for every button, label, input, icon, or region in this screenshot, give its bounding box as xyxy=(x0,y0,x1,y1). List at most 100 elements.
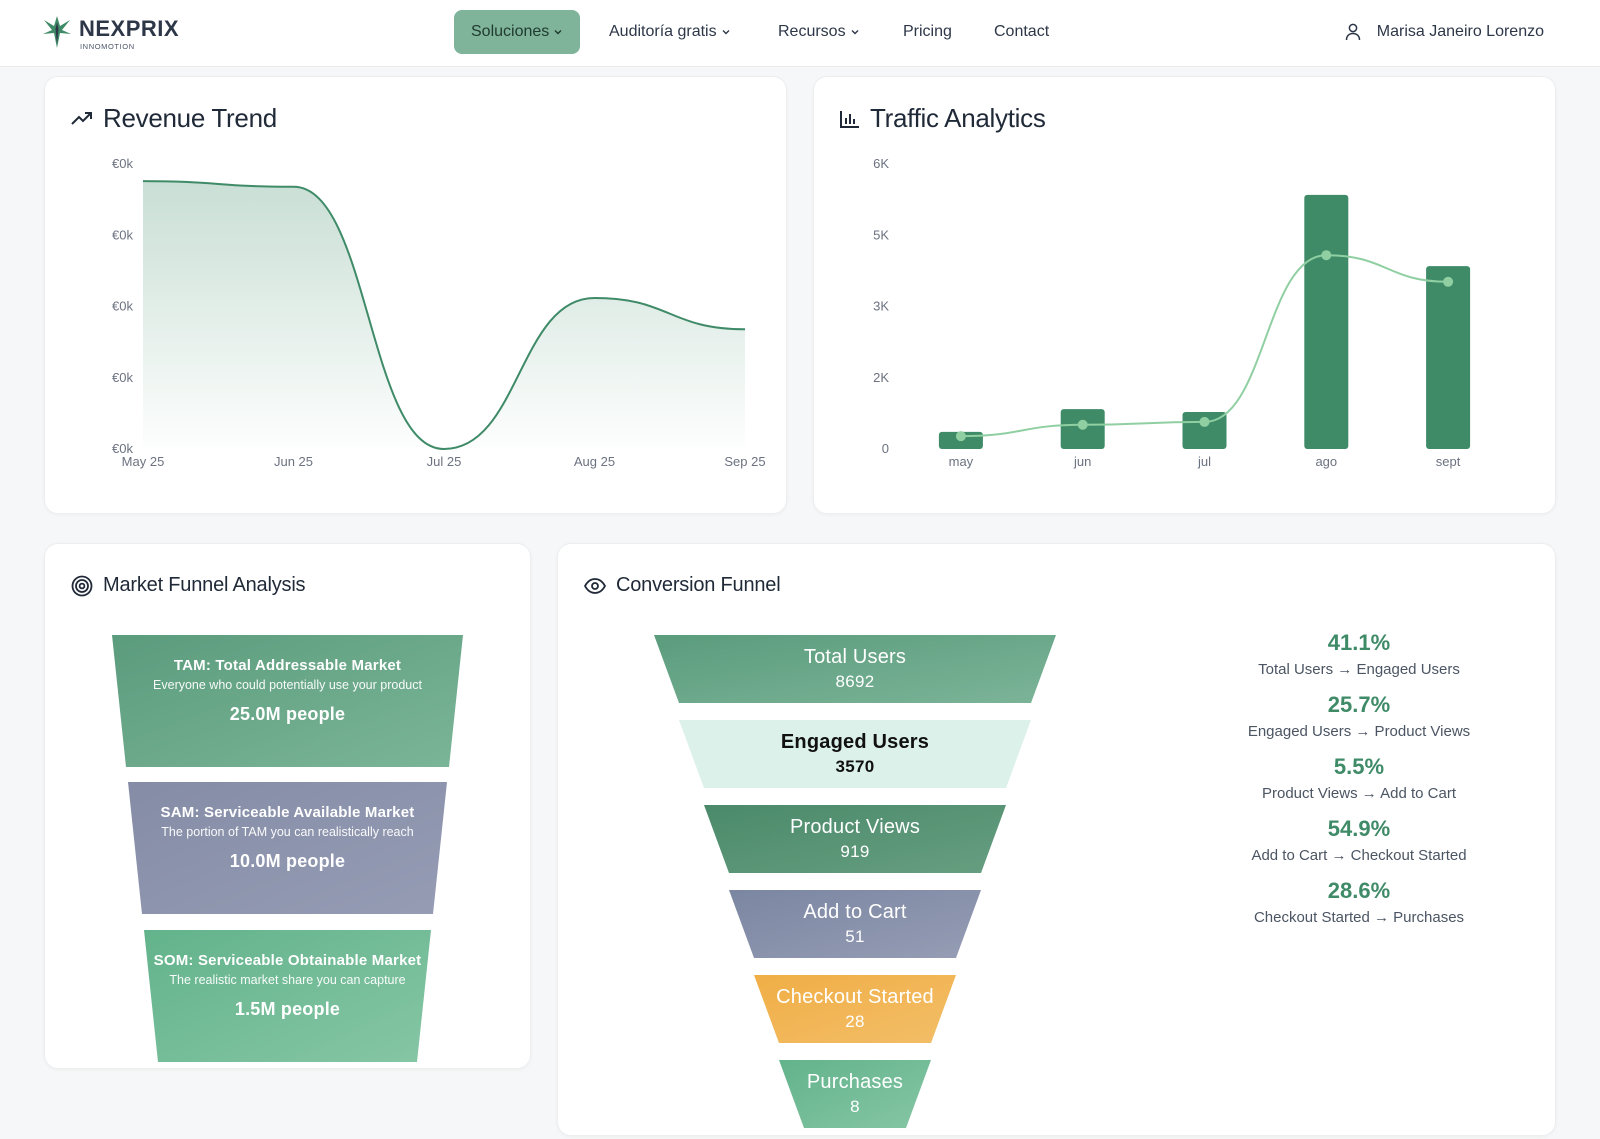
conversion-rate-desc: Engaged Users → Product Views xyxy=(1247,723,1471,740)
chevron-down-icon xyxy=(851,29,859,35)
funnel-stage-purchases: Purchases 8 xyxy=(779,1060,931,1128)
conversion-rate-desc: Checkout Started → Purchases xyxy=(1253,909,1465,926)
conversion-rate-item: 5.5% Product Views → Add to Cart xyxy=(1219,754,1499,802)
nav-item-pricing[interactable]: Pricing xyxy=(886,10,969,54)
funnel-stage-value: 51 xyxy=(845,927,865,946)
revenue-area xyxy=(143,181,745,449)
funnel-stage-label: Add to Cart xyxy=(803,901,907,923)
market-stage-desc: The portion of TAM you can realistically… xyxy=(161,825,414,839)
market-stage-som: SOM: Serviceable Obtainable Market The r… xyxy=(144,930,431,1062)
nav-item-label: Recursos xyxy=(778,23,846,40)
revenue-trend-card: Revenue Trend €0k €0k €0k €0k €0k May 25 Jun … xyxy=(44,76,787,514)
nav-item-auditoria[interactable]: Auditoría gratis xyxy=(592,10,748,54)
funnel-stage-shape xyxy=(779,1060,931,1128)
revenue-x-tick-label: Sep 25 xyxy=(724,454,765,469)
revenue-y-tick-label: €0k xyxy=(112,227,133,242)
conversion-rate-item: 28.6% Checkout Started → Purchases xyxy=(1219,878,1499,926)
traffic-y-tick-label: 2K xyxy=(873,370,889,385)
market-stage-title: SOM: Serviceable Obtainable Market xyxy=(153,952,422,969)
market-stage-tam: TAM: Total Addressable Market Everyone w… xyxy=(112,635,463,767)
logo-mark-icon xyxy=(43,16,71,48)
market-stage-value: 10.0M people xyxy=(229,851,346,871)
funnel-stage-value: 8 xyxy=(850,1097,860,1116)
market-stage-shape xyxy=(112,635,463,767)
conversion-rate-item: 25.7% Engaged Users → Product Views xyxy=(1219,692,1499,740)
conversion-rate-pct: 54.9% xyxy=(1327,816,1391,841)
revenue-chart: €0k €0k €0k €0k €0k May 25 Jun 25 Jul 25 Aug 25… xyxy=(112,156,766,469)
market-stage-desc: The realistic market share you can captu… xyxy=(169,973,406,987)
market-stage-value: 25.0M people xyxy=(229,704,346,724)
nav-item-label: Pricing xyxy=(903,23,952,40)
revenue-card-header: Revenue Trend xyxy=(71,103,277,134)
market-stage-title: SAM: Serviceable Available Market xyxy=(160,804,415,821)
nav-item-label: Auditoría gratis xyxy=(609,23,717,40)
top-navbar: NEXPRIX INNOMOTION Soluciones Auditoría … xyxy=(0,0,1600,67)
brand-name: NEXPRIX xyxy=(79,16,180,41)
funnel-stage-shape xyxy=(729,890,981,958)
user-icon xyxy=(1345,23,1361,40)
conversion-rate-desc: Add to Cart → Checkout Started xyxy=(1251,847,1467,864)
traffic-x-tick-label: may xyxy=(949,454,974,469)
trending-up-icon xyxy=(71,111,92,125)
funnel-stage-shape xyxy=(754,975,956,1043)
traffic-x-tick-label: ago xyxy=(1315,454,1337,469)
traffic-chart: 0 2K 3K 5K 6K may jun jul ago sept xyxy=(873,156,1471,469)
nav-item-label: Contact xyxy=(994,23,1050,40)
nav-item-contact[interactable]: Contact xyxy=(977,10,1066,54)
funnel-stage-add-to-cart: Add to Cart 51 xyxy=(729,890,981,958)
funnel-stage-value: 8692 xyxy=(835,672,875,691)
conversion-funnel-title: Conversion Funnel xyxy=(616,574,781,596)
traffic-trend-line xyxy=(960,254,1449,438)
traffic-y-tick-label: 5K xyxy=(873,227,889,242)
brand-subtitle: INNOMOTION xyxy=(80,42,135,51)
revenue-y-tick-label: €0k xyxy=(112,156,133,171)
traffic-line-point xyxy=(1077,419,1088,430)
traffic-line-point xyxy=(1321,250,1332,261)
market-stage-desc: Everyone who could potentially use your … xyxy=(153,678,422,692)
funnel-stage-total-users: Total Users 8692 xyxy=(654,635,1056,703)
funnel-stage-value: 919 xyxy=(840,842,870,861)
funnel-stage-label: Checkout Started xyxy=(776,986,934,1008)
funnel-stage-value: 3570 xyxy=(835,757,875,776)
funnel-stage-label: Purchases xyxy=(806,1071,904,1093)
funnel-stage-product-views: Product Views 919 xyxy=(704,805,1006,873)
traffic-line-point xyxy=(955,431,966,442)
conversion-rate-item: 54.9% Add to Cart → Checkout Started xyxy=(1219,816,1499,864)
funnel-stage-checkout-started: Checkout Started 28 xyxy=(754,975,956,1043)
traffic-x-tick-label: jun xyxy=(1073,454,1091,469)
traffic-line-point xyxy=(1199,416,1210,427)
nav-item-soluciones[interactable]: Soluciones xyxy=(454,10,581,54)
user-menu[interactable]: Marisa Janeiro Lorenzo xyxy=(1345,10,1544,54)
conversion-rate-desc: Total Users → Engaged Users xyxy=(1258,661,1460,678)
revenue-x-tick-label: Jul 25 xyxy=(427,454,462,469)
chevron-down-icon xyxy=(722,29,730,35)
traffic-y-tick-label: 3K xyxy=(873,299,889,314)
conversion-rate-pct: 5.5% xyxy=(1333,754,1385,779)
market-funnel-title: Market Funnel Analysis xyxy=(103,574,306,596)
conversion-funnel-header: Conversion Funnel xyxy=(584,574,781,597)
traffic-bar xyxy=(1304,194,1349,449)
traffic-analytics-card: Traffic Analytics 0 2K 3K 5K 6K may jun jul ago… xyxy=(813,76,1556,514)
funnel-stage-label: Total Users xyxy=(803,646,907,668)
traffic-card-title: Traffic Analytics xyxy=(870,103,1046,133)
revenue-x-tick-label: Aug 25 xyxy=(574,454,615,469)
funnel-stage-label: Engaged Users xyxy=(780,731,930,753)
market-funnel-card: Market Funnel Analysis TAM: Total Addres… xyxy=(44,543,531,1069)
market-stage-sam: SAM: Serviceable Available Market The po… xyxy=(128,782,447,914)
traffic-y-tick-label: 0 xyxy=(882,441,889,456)
revenue-y-tick-label: €0k xyxy=(112,299,133,314)
brand-logo[interactable]: NEXPRIX INNOMOTION xyxy=(42,12,212,54)
traffic-card-header: Traffic Analytics xyxy=(840,103,1046,134)
eye-icon xyxy=(584,577,606,594)
nav-item-recursos[interactable]: Recursos xyxy=(761,10,877,54)
revenue-x-tick-label: May 25 xyxy=(122,454,165,469)
revenue-line xyxy=(142,180,746,451)
revenue-y-tick-label: €0k xyxy=(112,370,133,385)
traffic-x-tick-label: sept xyxy=(1436,454,1461,469)
funnel-stage-shape xyxy=(704,805,1006,873)
funnel-stage-shape xyxy=(679,720,1031,788)
revenue-card-title: Revenue Trend xyxy=(103,103,277,133)
revenue-x-tick-label: Jun 25 xyxy=(274,454,313,469)
funnel-stage-engaged-users: Engaged Users 3570 xyxy=(679,720,1031,788)
revenue-y-tick-label: €0k xyxy=(112,441,133,456)
